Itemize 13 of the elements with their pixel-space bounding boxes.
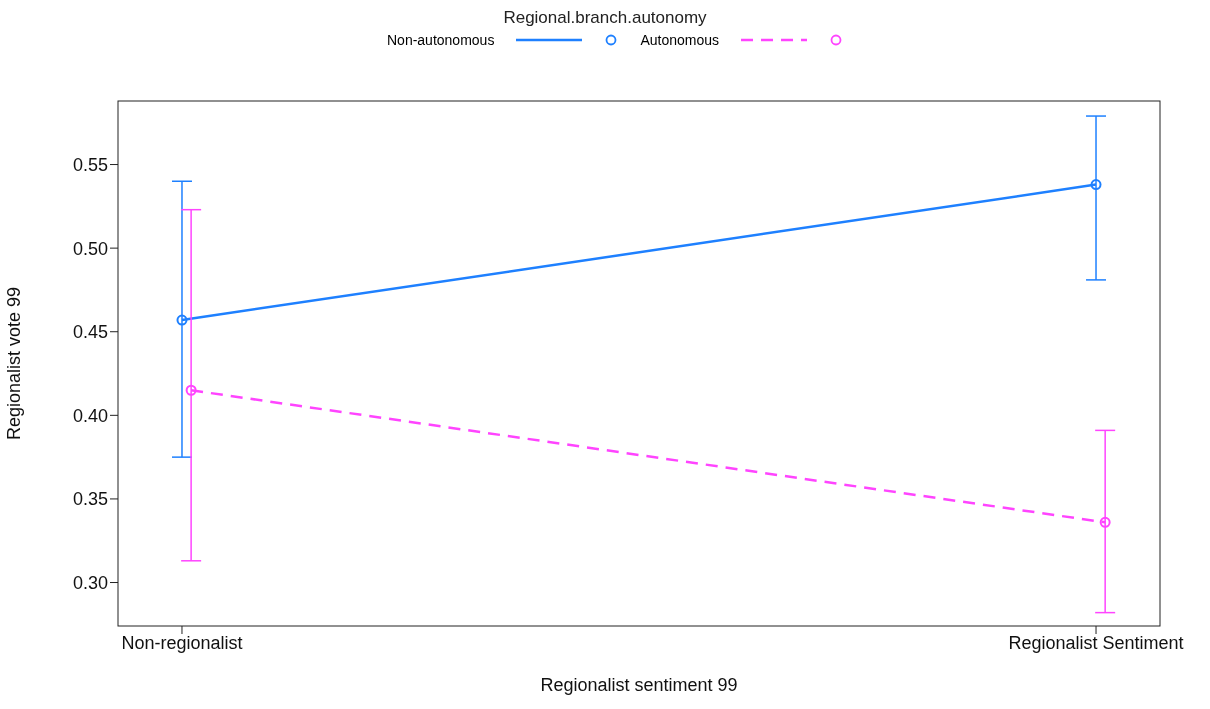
y-tick-label: 0.50 bbox=[72, 238, 108, 259]
legend-label: Autonomous bbox=[640, 32, 719, 48]
legend-title: Regional.branch.autonomy bbox=[502, 8, 708, 28]
x-tick-label: Non-regionalist bbox=[121, 632, 243, 653]
x-tick-label: Regionalist Sentiment bbox=[1008, 632, 1184, 653]
x-axis-title: Regionalist sentiment 99 bbox=[540, 675, 738, 695]
y-tick-label: 0.40 bbox=[72, 405, 108, 426]
y-tick-label: 0.45 bbox=[72, 322, 108, 343]
y-tick-label: 0.30 bbox=[72, 572, 108, 593]
y-axis-title: Regionalist vote 99 bbox=[4, 286, 25, 441]
legend-label: Non-autonomous bbox=[386, 32, 495, 48]
y-tick-label: 0.35 bbox=[72, 489, 108, 510]
y-tick-label: 0.55 bbox=[72, 154, 108, 175]
